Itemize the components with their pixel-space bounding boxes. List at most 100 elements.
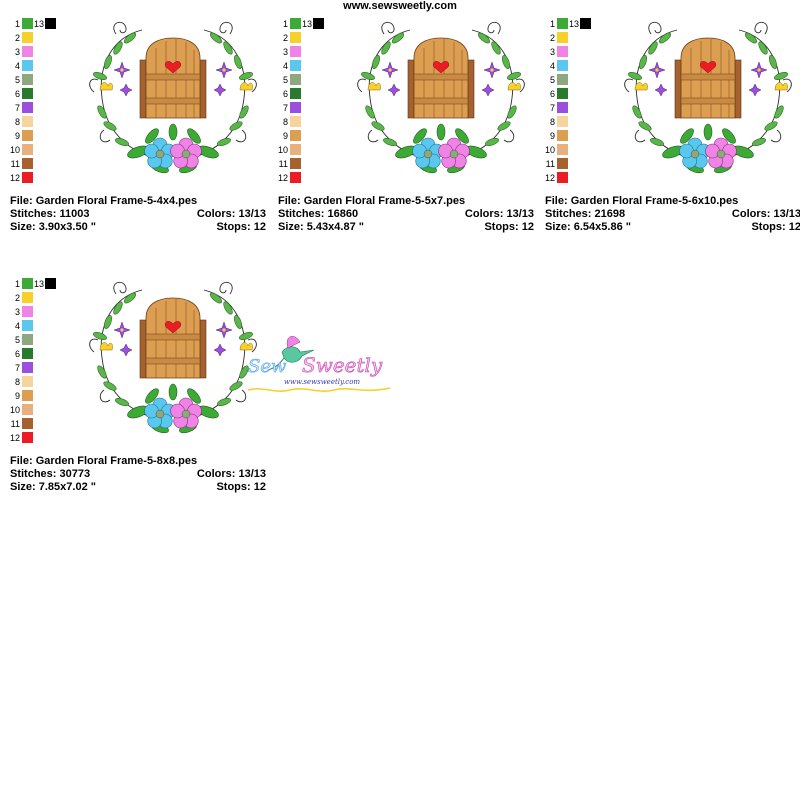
colors-value: 13/13 [506,208,534,220]
site-url[interactable]: www.sewsweetly.com [343,0,457,12]
stitches-row: Stitches: 16860 Colors: 13/13 [278,208,534,221]
svg-text:Sweetly: Sweetly [302,353,383,377]
swatch-number: 5 [14,335,20,345]
swatch-number: 2 [14,293,20,303]
swatch-number: 6 [14,89,20,99]
stops-group: Stops: 12 [751,221,800,234]
hummingbird-icon [267,336,315,371]
bottom-bouquet [395,123,487,174]
stitches-row: Stitches: 11003 Colors: 13/13 [10,208,266,221]
swatch-number: 1 [14,19,20,29]
swatch-color [290,74,301,85]
design-info: File: Garden Floral Frame-5-5x7.pes Stit… [278,195,534,234]
design-preview [624,21,792,174]
file-label: File: [278,195,301,207]
design-info: File: Garden Floral Frame-5-8x8.pes Stit… [10,455,266,494]
stops-value: 12 [253,221,266,233]
swatch-color [557,46,568,57]
swatch-color [22,292,33,303]
swatch-number: 12 [10,173,21,183]
bottom-bouquet [662,123,754,174]
swatch-color [290,116,301,127]
swatch-color [557,158,568,169]
swatch-number: 8 [282,117,288,127]
swatch-color [22,348,33,359]
swatch-color [557,74,568,85]
swatch-number: 7 [14,363,20,373]
swatch-color [22,116,33,127]
swatch-number: 13 [34,19,45,29]
vine-leaves [628,32,788,146]
swatch-color [557,116,568,127]
swatch-color [557,144,568,155]
colors-group: Colors: 13/13 [465,208,534,221]
side-flowers [367,61,521,97]
size-row: Size: 5.43x4.87 " Stops: 12 [278,221,534,234]
file-name: Garden Floral Frame-5-6x10.pes [570,195,739,207]
swatch-number: 10 [278,145,289,155]
size-value: 5.43x4.87 " [306,221,364,233]
size-row: Size: 7.85x7.02 " Stops: 12 [10,481,266,494]
swatch-color [22,130,33,141]
swatch-color [22,376,33,387]
swatch-color [22,32,33,43]
swatch-color [290,18,301,29]
swatch-color [557,172,568,183]
swatch-color [22,362,33,373]
swatch-number: 7 [549,103,555,113]
file-label: File: [10,195,33,207]
size-value: 6.54x5.86 " [573,221,631,233]
file-row: File: Garden Floral Frame-5-5x7.pes [278,195,534,208]
vine-leaves [361,32,521,146]
bottom-bouquet [127,123,219,174]
swatch-color [22,88,33,99]
design-preview [357,21,525,174]
size-label: Size: [10,221,36,233]
stops-group: Stops: 12 [216,221,266,234]
swatch-color [290,172,301,183]
side-flowers [634,61,788,97]
vine-leaves [93,292,253,406]
swatch-number: 5 [549,75,555,85]
stops-value: 12 [253,481,266,493]
swatch-number: 1 [549,19,555,29]
swatch-number: 13 [569,19,580,29]
stitches-value: 30773 [59,468,91,480]
swatch-color [45,18,56,29]
swatch-color [22,404,33,415]
colors-group: Colors: 13/13 [732,208,800,221]
swatch-number: 3 [282,47,288,57]
swatch-color [22,172,33,183]
swatch-number: 11 [10,159,20,169]
stops-group: Stops: 12 [216,481,266,494]
stops-value: 12 [788,221,800,233]
stitches-row: Stitches: 30773 Colors: 13/13 [10,468,266,481]
stitches-label: Stitches: [545,208,592,220]
swatch-color [557,102,568,113]
swatch-color [22,334,33,345]
size-value: 7.85x7.02 " [38,481,96,493]
design-panel: 1 2 3 4 5 6 7 8 9 10 11 12 13 [278,18,534,248]
swatch-number: 11 [10,419,20,429]
swatch-number: 12 [278,173,289,183]
colors-group: Colors: 13/13 [197,468,266,481]
swatch-color [313,18,324,29]
design-info: File: Garden Floral Frame-5-4x4.pes Stit… [10,195,266,234]
swatch-number: 8 [14,377,20,387]
swatch-number: 7 [282,103,288,113]
file-label: File: [545,195,568,207]
file-row: File: Garden Floral Frame-5-8x8.pes [10,455,266,468]
colors-group: Colors: 13/13 [197,208,266,221]
swatch-number: 5 [282,75,288,85]
design-preview [89,21,257,174]
swatch-number: 6 [282,89,288,99]
stops-label: Stops: [216,221,251,233]
swatch-color [45,278,56,289]
swatch-color [22,432,33,443]
swatch-number: 12 [545,173,556,183]
colors-label: Colors: [464,208,504,220]
size-label: Size: [10,481,36,493]
stops-label: Stops: [484,221,519,233]
swatch-number: 2 [549,33,555,43]
vine-leaves [93,32,253,146]
